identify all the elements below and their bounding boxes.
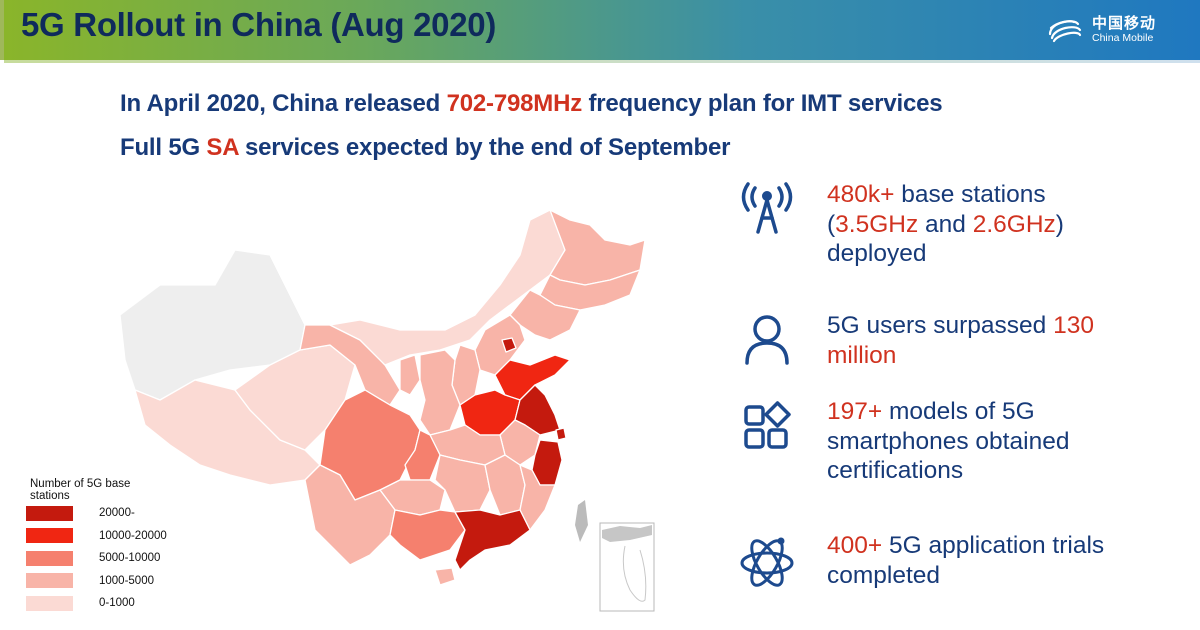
region-guangdong [454, 509, 531, 571]
subtitle-text: frequency plan for IMT services [582, 90, 943, 117]
region-shaanxi [419, 349, 461, 436]
legend-label: 10000-20000 [99, 529, 167, 542]
stat-highlight: 3.5GHz [835, 210, 919, 238]
atom-icon [740, 537, 794, 587]
stat-line: million [827, 341, 1094, 371]
legend-swatch [26, 573, 73, 589]
stat-application-trials: 400+ 5G application trials completed [733, 531, 1104, 599]
legend-item: 1000-5000 [26, 570, 170, 593]
stat-line: completed [827, 561, 1104, 591]
legend-item: 5000-10000 [26, 547, 170, 570]
region-shanghai [555, 427, 567, 441]
stat-line-text: 5G users surpassed [827, 312, 1054, 339]
stat-line-text: base stations [894, 181, 1046, 208]
stat-line-text: ( [827, 210, 836, 238]
stat-line-text: and [918, 210, 973, 238]
subtitle-highlight: 702-798MHz [446, 90, 583, 117]
cell-tower-icon [741, 182, 793, 234]
stat-text: 197+ models of 5G smartphones obtained cer… [827, 397, 1069, 486]
logo-chinese-text: 中国移动 [1092, 15, 1157, 33]
south-china-sea-inset [599, 522, 655, 612]
legend-swatch [26, 595, 73, 611]
stat-line-text: ) [1055, 210, 1064, 238]
subtitle-text: Full 5G [120, 134, 207, 161]
legend-label: 0-1000 [99, 597, 135, 610]
stat-line: (3.5GHz and 2.6GHz) [827, 210, 1064, 240]
subtitle-highlight: SA [206, 134, 239, 161]
stat-highlight: 400+ [827, 532, 883, 559]
stat-line-text: 5G application trials [882, 532, 1105, 559]
region-beijing [501, 337, 517, 353]
stat-highlight: 197+ [827, 398, 883, 425]
legend-swatch [26, 528, 73, 544]
stat-highlight: 130 [1053, 312, 1094, 339]
stat-text: 480k+ base stations (3.5GHz and 2.6GHz) de… [827, 180, 1064, 269]
stat-line: deployed [827, 239, 1064, 269]
subtitle-sa-services: Full 5G SA services expected by the end … [120, 134, 730, 162]
subtitle-frequency-plan: In April 2020, China released 702-798MHz… [120, 90, 943, 118]
stat-line: 400+ 5G application trials [827, 531, 1104, 561]
region-jiangxi [484, 454, 526, 516]
stat-text: 5G users surpassed 130 million [827, 311, 1094, 379]
stat-line-text: models of 5G [882, 398, 1035, 425]
stat-highlight: 2.6GHz [972, 210, 1056, 238]
legend-title: Number of 5G base stations [30, 478, 131, 502]
subtitle-text: In April 2020, China released [120, 90, 447, 117]
region-inner-mongolia [329, 209, 571, 366]
legend-label: 5000-10000 [99, 552, 161, 565]
stat-smartphones: 197+ models of 5G smartphones obtained cer… [733, 397, 1069, 486]
china-choropleth-map [119, 209, 655, 612]
stat-base-stations: 480k+ base stations (3.5GHz and 2.6GHz) de… [733, 180, 1064, 269]
stat-highlight: 480k+ [827, 181, 895, 208]
logo-english-text: China Mobile [1092, 32, 1154, 45]
stat-line: 480k+ base stations [827, 180, 1064, 210]
apps-grid-icon [744, 401, 791, 449]
stat-highlight: million [827, 341, 897, 369]
stat-line: certifications [827, 456, 1069, 486]
stat-line-text: certifications [827, 457, 964, 484]
legend-item: 0-1000 [26, 592, 170, 615]
stat-line-text: completed [827, 561, 941, 589]
legend-label: 1000-5000 [99, 574, 154, 587]
stat-line-text: smartphones obtained [827, 427, 1070, 455]
map-legend: Number of 5G base stations 20000- 10000-… [26, 478, 170, 615]
stat-line: 197+ models of 5G [827, 397, 1069, 427]
legend-swatch [26, 550, 73, 566]
user-icon [745, 315, 789, 365]
slide-header: 5G Rollout in China (Aug 2020) 中国移动 Chin… [0, 0, 1200, 63]
stat-line: 5G users surpassed 130 [827, 311, 1094, 341]
stat-line: smartphones obtained [827, 427, 1069, 457]
region-taiwan [575, 500, 588, 542]
region-ningxia [399, 354, 421, 396]
region-hainan [434, 567, 456, 586]
legend-swatch [26, 505, 73, 521]
slide-title: 5G Rollout in China (Aug 2020) [21, 6, 497, 43]
china-mobile-logo-icon [1048, 20, 1082, 43]
stat-text: 400+ 5G application trials completed [827, 531, 1104, 599]
legend-item: 20000- [26, 502, 170, 525]
region-fujian [519, 464, 556, 531]
subtitle-text: services expected by the end of Septembe… [238, 134, 731, 161]
stat-line-text: deployed [827, 240, 927, 267]
legend-label: 20000- [99, 507, 135, 520]
legend-item: 10000-20000 [26, 525, 170, 548]
region-guangxi [389, 509, 466, 561]
china-mobile-logo: 中国移动 China Mobile [1044, 13, 1156, 47]
stat-users: 5G users surpassed 130 million [733, 311, 1094, 379]
